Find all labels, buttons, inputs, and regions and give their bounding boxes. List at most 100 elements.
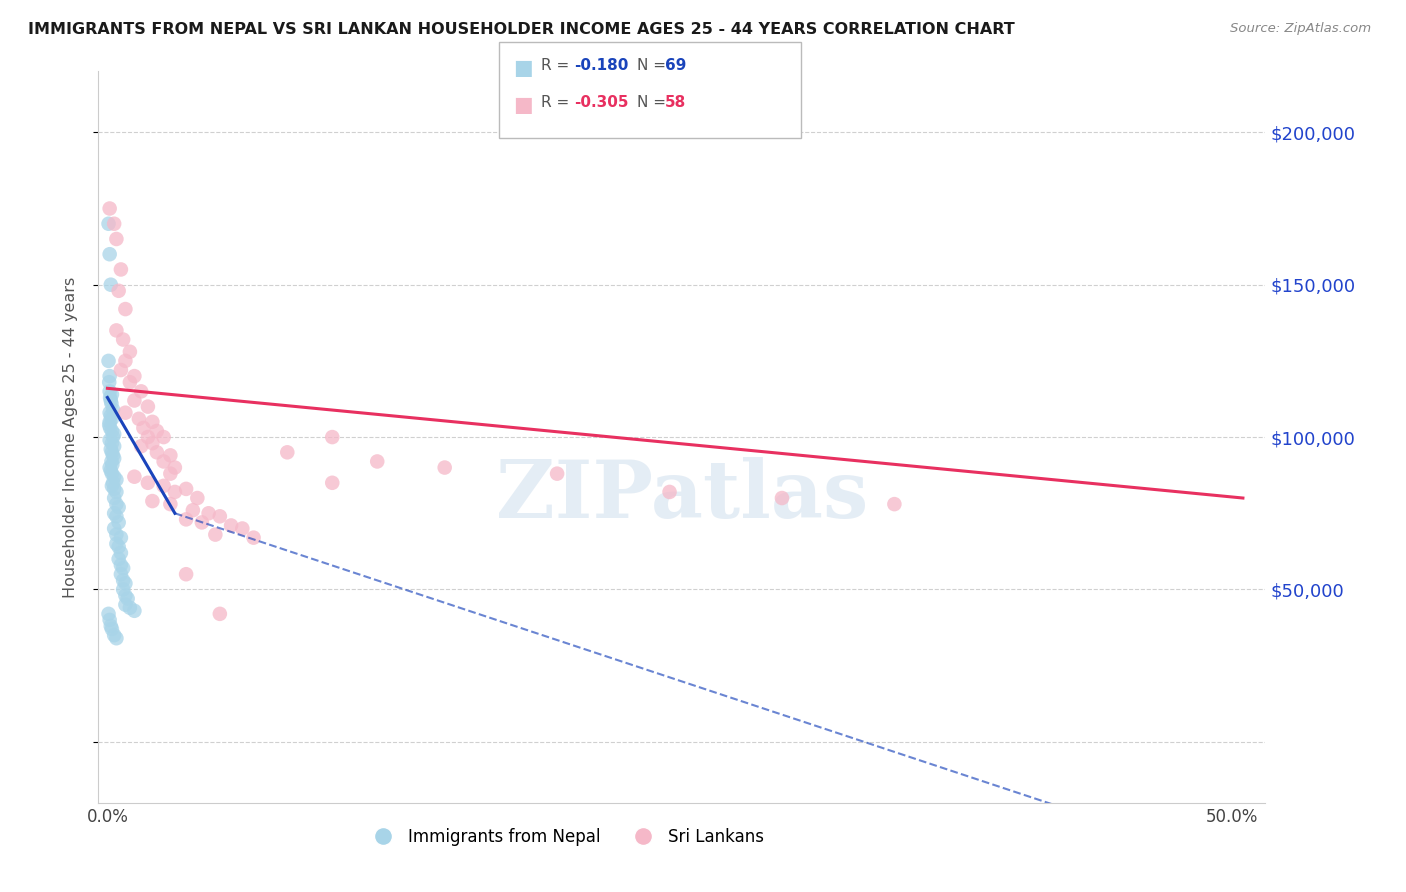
Point (101, 458, 124, 472)
Point (105, 323, 128, 337)
Point (114, 576, 136, 591)
Point (152, 430, 174, 444)
Point (124, 393, 146, 408)
Point (105, 232, 128, 246)
Point (98, 460, 121, 475)
Text: 69: 69 (665, 58, 686, 73)
Point (658, 485, 681, 500)
Text: N =: N = (637, 58, 671, 73)
Point (110, 262, 132, 277)
Point (105, 509, 128, 524)
Point (124, 369, 146, 384)
Point (114, 301, 136, 317)
Point (110, 363, 132, 377)
Point (117, 591, 139, 606)
Point (110, 546, 132, 560)
Point (114, 589, 136, 603)
Point (107, 500, 129, 515)
Point (204, 527, 226, 541)
Point (103, 427, 125, 442)
Point (129, 384, 152, 399)
Point (174, 482, 197, 496)
Point (118, 600, 141, 615)
Point (100, 454, 122, 468)
Legend: Immigrants from Nepal, Sri Lankans: Immigrants from Nepal, Sri Lankans (360, 822, 770, 853)
Point (141, 436, 163, 450)
Point (101, 402, 124, 417)
Point (219, 518, 242, 533)
Point (107, 552, 129, 566)
Text: ■: ■ (513, 95, 533, 115)
Point (197, 506, 219, 520)
Point (141, 494, 163, 508)
Point (101, 424, 124, 438)
Point (186, 491, 208, 505)
Point (174, 512, 197, 526)
Point (146, 445, 169, 459)
Point (433, 460, 456, 475)
Text: R =: R = (541, 58, 575, 73)
Point (208, 607, 231, 621)
Point (770, 491, 793, 505)
Point (152, 479, 174, 493)
Point (103, 521, 125, 535)
Point (321, 430, 343, 444)
Point (242, 531, 264, 545)
Text: IMMIGRANTS FROM NEPAL VS SRI LANKAN HOUSEHOLDER INCOME AGES 25 - 44 YEARS CORREL: IMMIGRANTS FROM NEPAL VS SRI LANKAN HOUS… (28, 22, 1015, 37)
Point (107, 516, 129, 530)
Point (103, 482, 125, 496)
Point (159, 497, 181, 511)
Point (191, 516, 214, 530)
Text: R =: R = (541, 95, 575, 111)
Point (136, 475, 159, 490)
Point (103, 217, 125, 231)
Text: Source: ZipAtlas.com: Source: ZipAtlas.com (1230, 22, 1371, 36)
Point (98, 384, 121, 399)
Point (97, 607, 120, 621)
Point (105, 537, 128, 551)
Point (132, 421, 155, 435)
Y-axis label: Householder Income Ages 25 - 44 years: Householder Income Ages 25 - 44 years (63, 277, 77, 598)
Point (101, 412, 124, 426)
Point (101, 448, 124, 462)
Point (100, 409, 122, 423)
Point (105, 473, 128, 487)
Point (97, 217, 120, 231)
Point (208, 509, 231, 524)
Point (98, 433, 121, 447)
Point (98, 613, 121, 627)
Point (159, 467, 181, 481)
Point (112, 561, 135, 575)
Point (107, 540, 129, 554)
Point (98, 369, 121, 384)
Point (152, 454, 174, 468)
Point (105, 497, 128, 511)
Point (114, 406, 136, 420)
Point (100, 464, 122, 478)
Point (110, 558, 132, 573)
Point (136, 400, 159, 414)
Point (112, 574, 135, 588)
Point (366, 454, 388, 468)
Point (174, 567, 197, 582)
Point (128, 412, 150, 426)
Point (163, 485, 186, 500)
Point (100, 396, 122, 410)
Point (107, 284, 129, 298)
Point (101, 467, 124, 481)
Point (883, 497, 905, 511)
Point (98, 247, 121, 261)
Point (103, 506, 125, 520)
Point (100, 619, 122, 633)
Point (114, 354, 136, 368)
Point (103, 491, 125, 505)
Point (118, 344, 141, 359)
Point (112, 333, 135, 347)
Point (98, 375, 121, 389)
Point (98, 202, 121, 216)
Point (101, 436, 124, 450)
Point (105, 632, 128, 646)
Point (100, 442, 122, 457)
Point (163, 460, 186, 475)
Point (101, 622, 124, 636)
